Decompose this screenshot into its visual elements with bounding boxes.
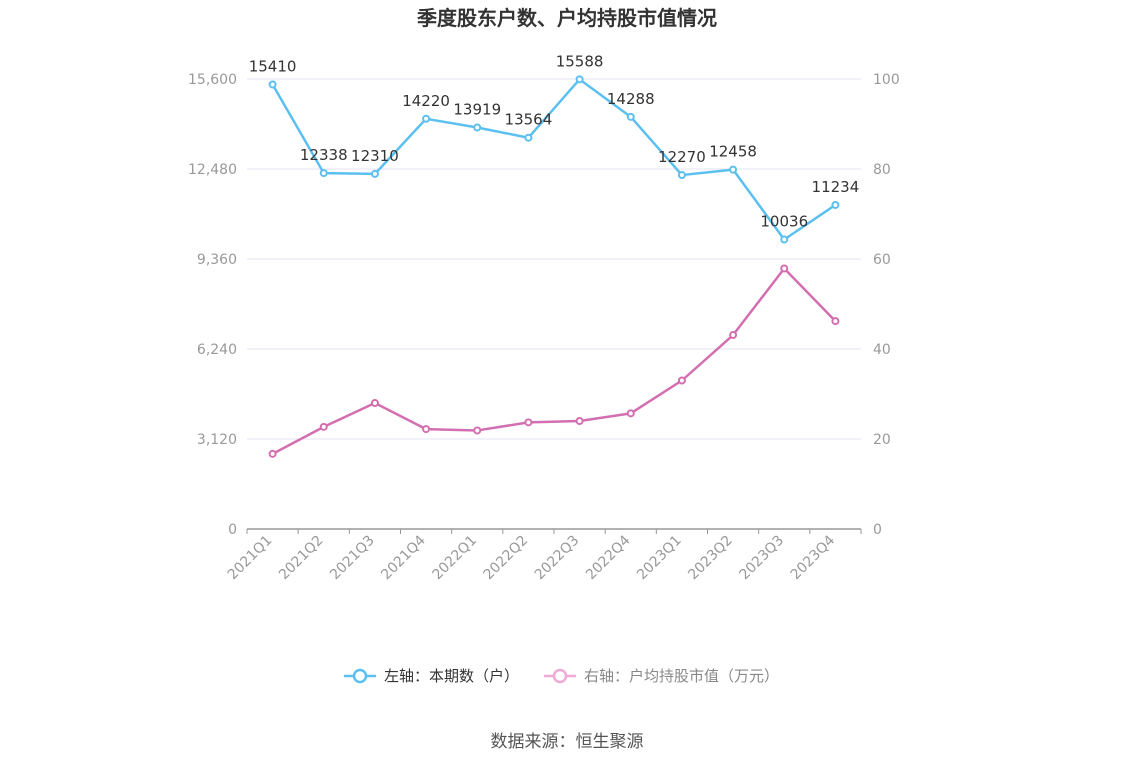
data-label: 15410 [249,57,297,75]
x-tick-label: 2022Q4 [583,532,634,583]
data-point[interactable] [729,331,738,340]
data-point[interactable] [524,418,533,427]
data-point[interactable] [473,426,482,435]
left-tick-label: 0 [228,522,237,538]
data-label: 14288 [607,90,655,108]
data-point[interactable] [677,376,686,385]
right-tick-label: 60 [873,252,891,268]
chart-title: 季度股东户数、户均持股市值情况 [416,6,717,30]
right-tick-label: 0 [873,522,882,538]
data-point[interactable] [473,123,482,132]
x-axis: 2021Q1 2021Q2 2021Q3 2021Q4 2022Q1 2022Q2 2022… [225,528,862,584]
data-point[interactable] [831,317,840,326]
legend-marker [552,668,568,684]
left-axis: 0 3,120 6,240 9,360 12,480 15,600 [188,72,237,538]
right-axis: 0 20 40 60 80 100 [873,72,900,538]
right-tick-label: 20 [873,432,891,448]
data-point[interactable] [626,409,635,418]
series-line [271,78,837,241]
x-tick-label: 2023Q4 [788,532,839,583]
data-label: 10036 [760,213,808,231]
right-tick-label: 100 [873,72,900,88]
x-tick-label: 2022Q1 [429,533,480,584]
data-label: 14220 [402,92,450,110]
data-point[interactable] [780,235,789,244]
data-point[interactable] [370,169,379,178]
data-point[interactable] [677,171,686,180]
left-tick-label: 3,120 [197,432,237,448]
data-label: 13919 [453,100,501,118]
right-tick-label: 80 [873,162,891,178]
data-point[interactable] [370,399,379,407]
data-label: 12338 [300,146,348,164]
data-label: 13564 [505,111,553,129]
series-line [271,267,837,455]
data-point[interactable] [422,114,431,123]
x-tick-label: 2023Q1 [634,533,685,584]
x-tick-label: 2023Q3 [736,533,787,584]
legend-label: 左轴：本期数（户） [384,667,519,685]
legend-marker [352,668,368,684]
x-tick-label: 2021Q3 [327,533,378,584]
series-2 [268,264,840,458]
legend-item-1[interactable]: 左轴：本期数（户） [344,667,519,685]
data-label: 12458 [709,143,757,161]
data-point[interactable] [268,449,277,458]
data-point[interactable] [729,165,738,174]
x-tick-label: 2021Q1 [225,533,276,584]
grid [247,78,861,440]
data-point[interactable] [319,422,328,431]
data-point[interactable] [575,75,584,84]
legend-label: 右轴：户均持股市值（万元） [584,667,779,685]
source-note: 数据来源：恒生聚源 [491,732,644,752]
right-tick-label: 40 [873,342,891,358]
data-label: 11234 [812,178,860,196]
legend-item-2[interactable]: 右轴：户均持股市值（万元） [544,667,779,685]
legend[interactable]: 左轴：本期数（户） 右轴：户均持股市值（万元） [344,667,779,685]
x-tick-label: 2021Q2 [276,533,327,584]
left-tick-label: 9,360 [197,252,237,268]
data-point[interactable] [524,133,533,142]
left-tick-label: 15,600 [188,72,237,88]
x-tick-label: 2022Q2 [481,533,532,584]
x-tick-label: 2023Q2 [685,533,736,584]
data-label: 12310 [351,147,399,165]
data-point[interactable] [626,112,635,121]
left-tick-label: 6,240 [197,342,237,358]
data-point[interactable] [780,264,789,273]
data-point[interactable] [268,80,277,89]
x-tick-label: 2022Q3 [532,533,583,584]
data-point[interactable] [575,417,584,425]
x-tick-label: 2021Q4 [378,532,429,583]
data-point[interactable] [319,169,328,178]
left-tick-label: 12,480 [188,162,237,178]
data-label: 15588 [556,52,604,70]
data-point[interactable] [422,425,431,434]
data-point[interactable] [831,200,840,209]
data-label: 12270 [658,148,706,166]
